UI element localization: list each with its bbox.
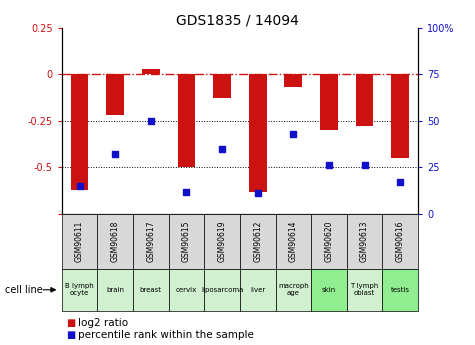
- Text: skin: skin: [322, 287, 336, 293]
- Bar: [382, 214, 418, 269]
- Text: testis: testis: [390, 287, 409, 293]
- Bar: [276, 269, 311, 310]
- Text: cell line: cell line: [5, 285, 42, 295]
- Point: [182, 189, 190, 194]
- Text: GSM90620: GSM90620: [324, 221, 333, 262]
- Text: GDS1835 / 14094: GDS1835 / 14094: [176, 14, 299, 28]
- Point: [147, 118, 155, 124]
- Text: GSM90612: GSM90612: [253, 221, 262, 262]
- Point: [76, 183, 84, 189]
- Bar: [71, 74, 88, 190]
- Bar: [320, 74, 338, 130]
- Text: ■: ■: [66, 318, 76, 327]
- Text: brain: brain: [106, 287, 124, 293]
- Text: T lymph
oblast: T lymph oblast: [351, 283, 379, 296]
- Point: [289, 131, 297, 137]
- Point: [361, 163, 369, 168]
- Text: GSM90617: GSM90617: [146, 221, 155, 262]
- Bar: [106, 74, 124, 115]
- Bar: [62, 214, 97, 269]
- Bar: [240, 214, 276, 269]
- Bar: [169, 269, 204, 310]
- Text: B lymph
ocyte: B lymph ocyte: [65, 283, 94, 296]
- Bar: [311, 214, 347, 269]
- Bar: [213, 74, 231, 98]
- Text: GSM90613: GSM90613: [360, 221, 369, 262]
- Bar: [240, 269, 276, 310]
- Bar: [97, 269, 133, 310]
- Bar: [204, 269, 240, 310]
- Text: GSM90618: GSM90618: [111, 221, 120, 262]
- Bar: [178, 74, 195, 167]
- Text: GSM90611: GSM90611: [75, 221, 84, 262]
- Bar: [133, 269, 169, 310]
- Text: breast: breast: [140, 287, 162, 293]
- Point: [218, 146, 226, 151]
- Bar: [391, 74, 409, 158]
- Bar: [347, 269, 382, 310]
- Bar: [204, 214, 240, 269]
- Bar: [347, 214, 382, 269]
- Text: cervix: cervix: [176, 287, 197, 293]
- Text: macroph
age: macroph age: [278, 283, 309, 296]
- Bar: [285, 74, 302, 87]
- Text: GSM90616: GSM90616: [396, 221, 405, 262]
- Bar: [142, 69, 160, 74]
- Point: [254, 191, 261, 196]
- Point: [396, 179, 404, 185]
- Bar: [62, 269, 97, 310]
- Bar: [133, 214, 169, 269]
- Bar: [356, 74, 373, 126]
- Text: ■: ■: [66, 330, 76, 339]
- Point: [325, 163, 332, 168]
- Bar: [382, 269, 418, 310]
- Text: percentile rank within the sample: percentile rank within the sample: [78, 330, 254, 339]
- Text: GSM90615: GSM90615: [182, 221, 191, 262]
- Bar: [169, 214, 204, 269]
- Text: liver: liver: [250, 287, 266, 293]
- Bar: [276, 214, 311, 269]
- Bar: [249, 74, 266, 191]
- Bar: [311, 269, 347, 310]
- Text: log2 ratio: log2 ratio: [78, 318, 129, 327]
- Text: GSM90614: GSM90614: [289, 221, 298, 262]
- Text: GSM90619: GSM90619: [218, 221, 227, 262]
- Point: [111, 151, 119, 157]
- Text: liposarcoma: liposarcoma: [201, 287, 243, 293]
- Bar: [97, 214, 133, 269]
